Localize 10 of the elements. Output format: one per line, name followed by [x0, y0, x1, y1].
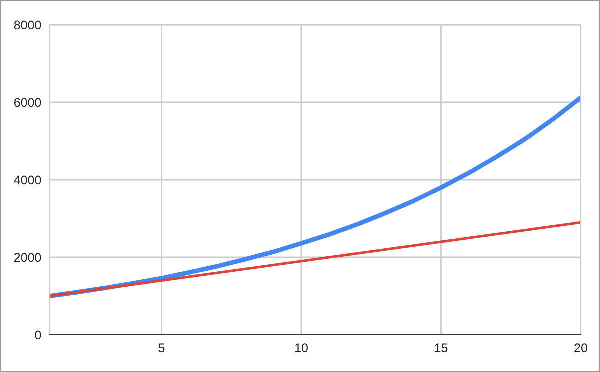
y-tick-label: 2000: [14, 253, 42, 262]
y-tick-label: 6000: [14, 98, 42, 108]
y-tick-label: 0: [35, 330, 42, 340]
x-tick-label: 10: [296, 344, 308, 353]
x-tick-label: 20: [574, 344, 588, 353]
y-tick-label: 8000: [14, 20, 42, 30]
y-tick-label: 4000: [14, 176, 42, 185]
x-tick-label: 15: [435, 344, 448, 353]
line-series: [50, 221, 581, 298]
x-tick-label: 5: [158, 344, 165, 353]
